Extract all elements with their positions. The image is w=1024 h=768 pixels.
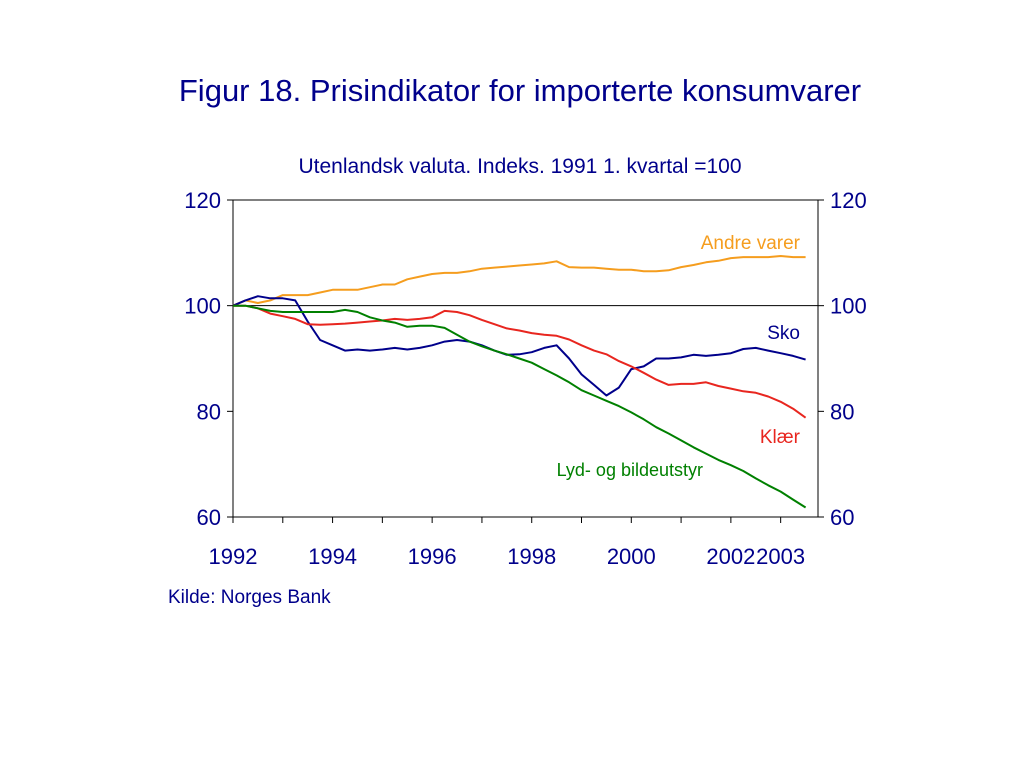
plot-frame — [232, 199, 819, 518]
series-label: Sko — [767, 323, 800, 344]
x-tick-label: 1996 — [408, 544, 457, 569]
x-tick-label: 2000 — [607, 544, 656, 569]
chart-subtitle: Utenlandsk valuta. Indeks. 1991 1. kvart… — [298, 155, 742, 178]
series-label: Lyd- og bildeutstyr — [557, 460, 703, 480]
series-label: Andre varer — [701, 233, 801, 254]
y-tick-label-left: 120 — [184, 188, 221, 213]
x-tick-label: 1992 — [209, 544, 258, 569]
y-tick-label-left: 60 — [197, 505, 221, 530]
series-line-klær — [233, 304, 807, 419]
x-tick-label: 2002 — [706, 544, 755, 569]
series-line-andre-varer — [232, 255, 806, 307]
axes: 60 60 80 80 100 100 120 120 1992 1994 1996 1998 2000… — [184, 188, 866, 569]
y-tick-label-left: 100 — [184, 294, 221, 319]
y-tick-label-right: 60 — [830, 505, 854, 530]
y-tick-label-right: 120 — [830, 188, 867, 213]
series-line-lyd-og-bildeutstyr — [233, 304, 807, 509]
series-labels: Andre varer Sko Klær Lyd- og bildeutstyr — [557, 233, 801, 480]
chart-title: Figur 18. Prisindikator for importerte k… — [178, 73, 862, 108]
y-tick-label-left: 80 — [197, 399, 221, 424]
y-tick-label-right: 80 — [830, 399, 854, 424]
series-label: Klær — [760, 427, 801, 448]
x-tick-label: 1994 — [308, 544, 357, 569]
y-tick-label-right: 100 — [830, 294, 867, 319]
x-tick-label: 2003 — [756, 544, 805, 569]
series-lines — [232, 255, 807, 509]
x-tick-label: 1998 — [507, 544, 556, 569]
series-line-sko — [232, 295, 806, 397]
source-note: Kilde: Norges Bank — [168, 587, 331, 608]
